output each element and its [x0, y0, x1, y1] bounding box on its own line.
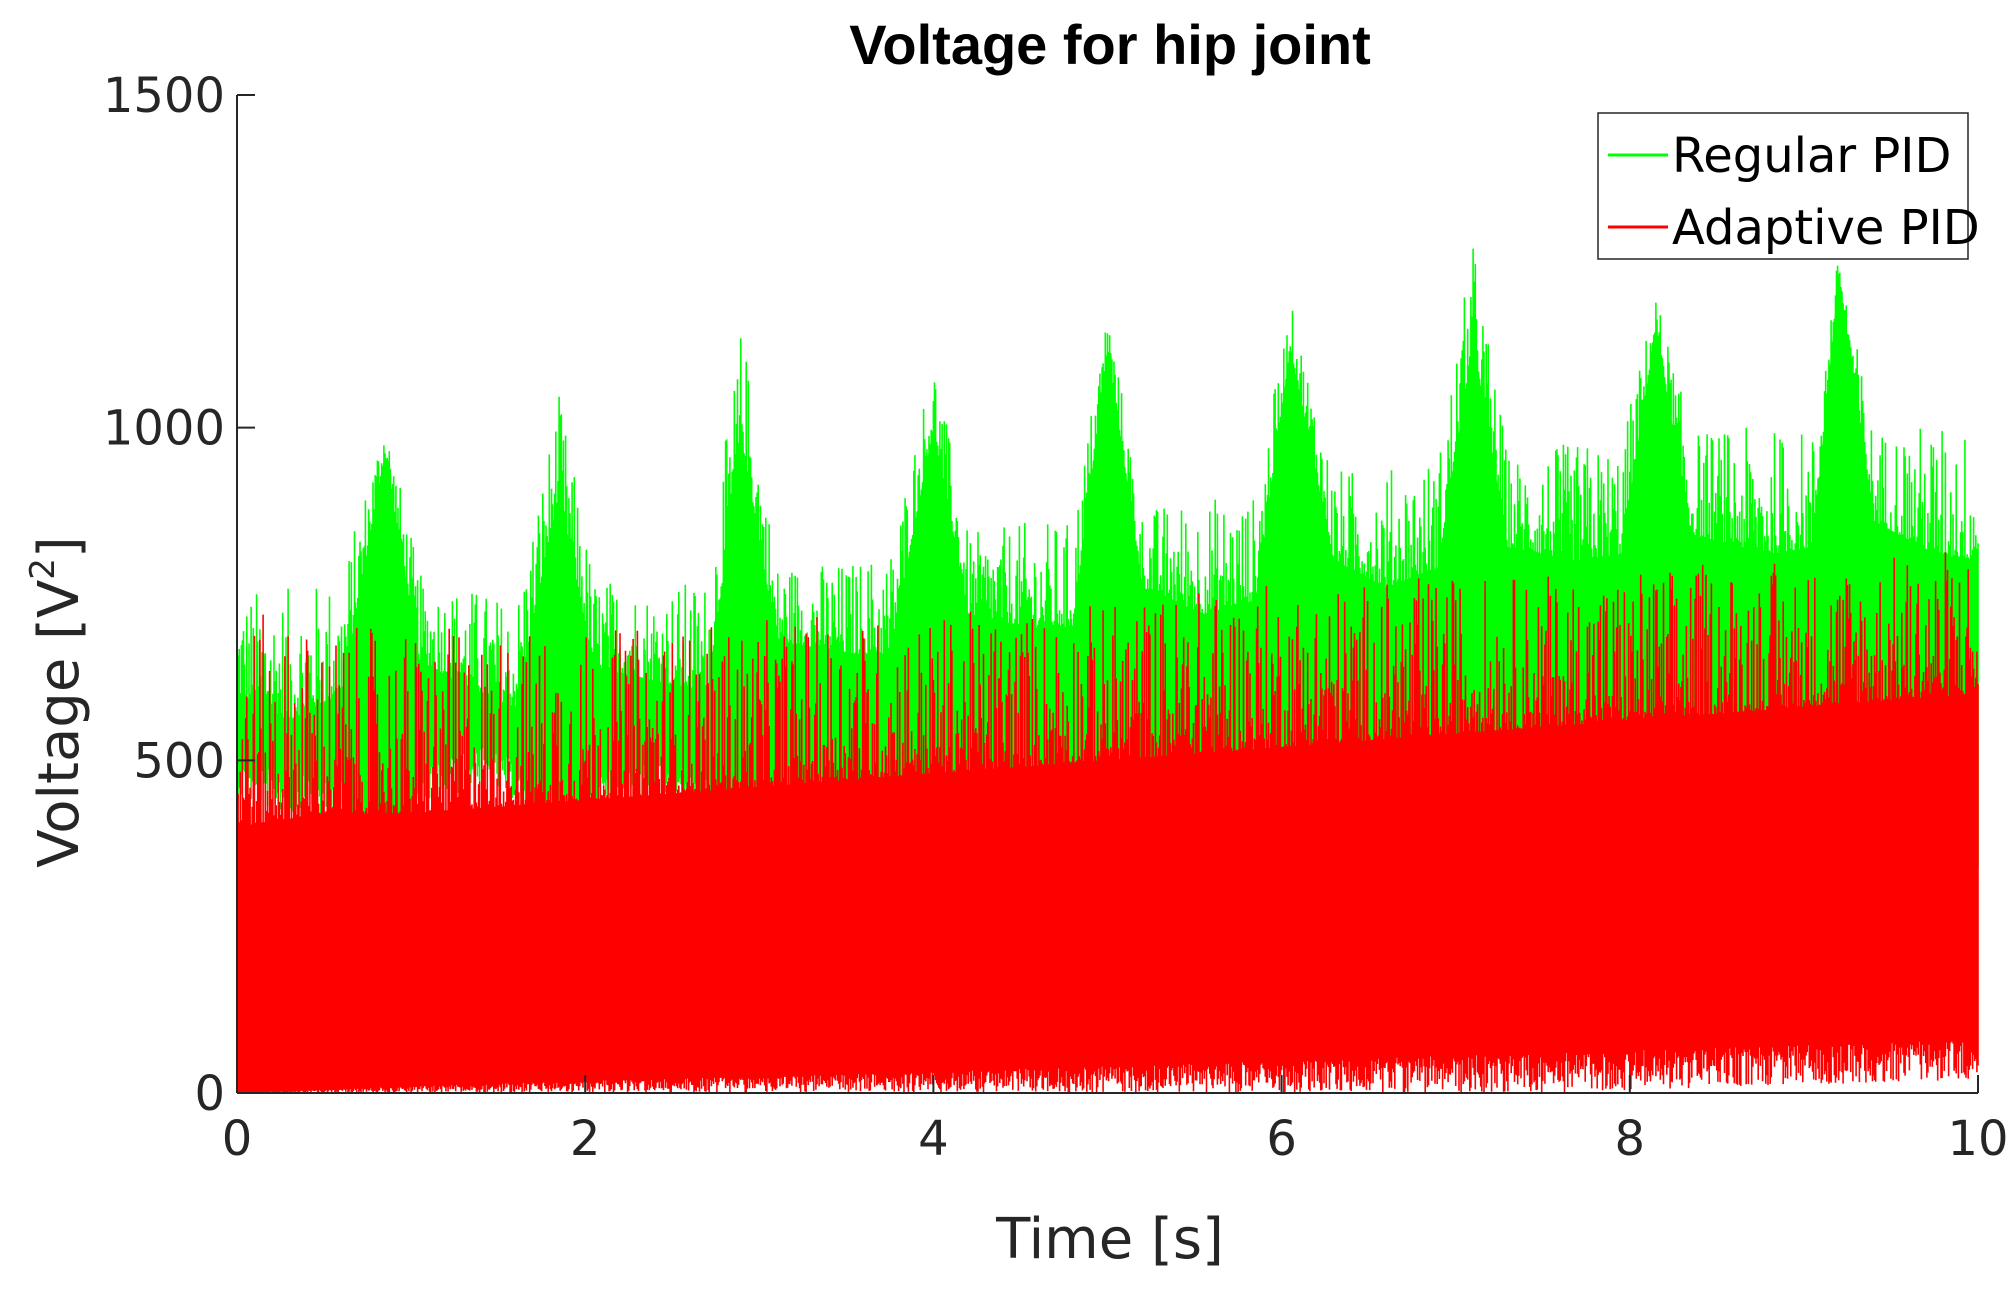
x-tick-label: 6	[1266, 1111, 1297, 1167]
y-tick-label: 500	[133, 733, 225, 789]
y-axis-label-base: Voltage [V	[27, 580, 92, 868]
legend: Regular PID Adaptive PID	[1597, 112, 1980, 260]
x-tick-label: 2	[570, 1111, 601, 1167]
x-axis-label: Time [s]	[995, 1207, 1224, 1272]
y-axis-label-close: ]	[27, 536, 92, 558]
y-tick-label: 0	[194, 1066, 225, 1122]
y-axis-label-sup: 2	[23, 558, 63, 580]
chart-title: Voltage for hip joint	[849, 13, 1371, 76]
x-tick-label: 0	[222, 1111, 253, 1167]
y-axis-label: Voltage [V2]	[23, 536, 92, 868]
plot-area	[236, 248, 1979, 1093]
legend-label-regular-pid: Regular PID	[1672, 128, 1951, 184]
axes: 0 2 4 6 8 10 0 500 1000 1500	[103, 68, 2009, 1167]
legend-box	[1597, 112, 1969, 260]
y-tick-label: 1000	[103, 401, 225, 457]
x-tick-label: 10	[1947, 1111, 2008, 1167]
x-tick-label: 8	[1615, 1111, 1646, 1167]
x-tick-label: 4	[918, 1111, 949, 1167]
y-tick-label: 1500	[103, 68, 225, 124]
legend-label-adaptive-pid: Adaptive PID	[1672, 200, 1980, 256]
